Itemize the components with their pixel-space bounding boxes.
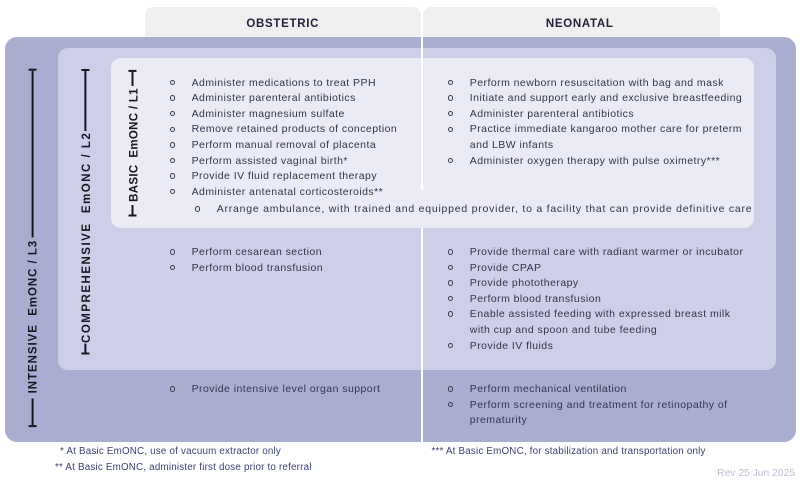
svg-text:COMPREHENSIVE EmONC / L2: COMPREHENSIVE EmONC / L2 (81, 132, 93, 343)
svg-text:BASIC EmONC / L1: BASIC EmONC / L1 (128, 88, 140, 202)
svg-text:INTENSIVE EmONC / L3: INTENSIVE EmONC / L3 (28, 240, 40, 394)
